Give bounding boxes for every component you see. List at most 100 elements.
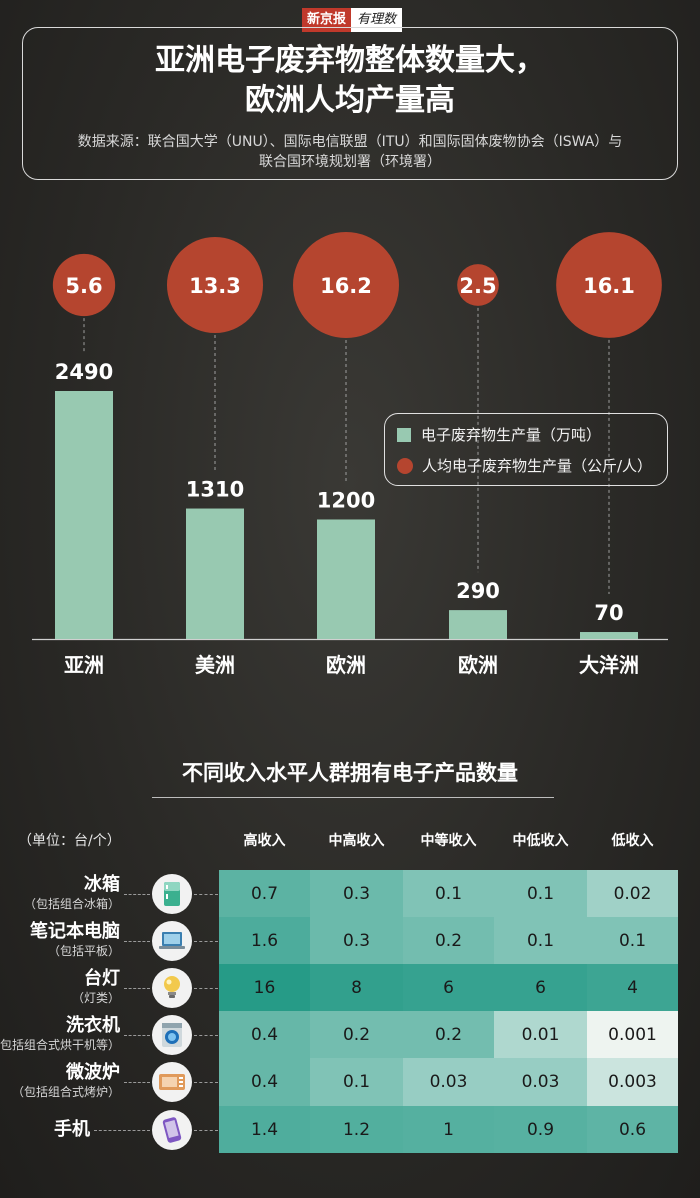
logo: 新京报 有理数	[302, 8, 403, 32]
table-cell: 1.6	[219, 917, 310, 964]
table-unit: （单位：台/个）	[18, 833, 121, 849]
row-leader-line	[124, 940, 150, 942]
row-label: 微波炉 （包括组合式烤炉）	[0, 1062, 120, 1100]
table-cell: 0.003	[587, 1058, 678, 1106]
per-capita-circle	[293, 232, 399, 338]
table-cell: 0.2	[403, 917, 494, 964]
bar-value-label: 70	[594, 601, 623, 625]
row-label-main: 台灯	[84, 967, 120, 989]
phone-icon	[152, 1109, 192, 1150]
table-cell: 0.3	[310, 917, 403, 964]
table-cell: 0.1	[494, 870, 587, 917]
per-capita-circle	[52, 253, 116, 317]
row-label: 冰箱 （包括组合冰箱）	[0, 874, 120, 912]
legend-label-bars: 电子废弃物生产量（万吨）	[421, 426, 602, 444]
row-label-sub: （灯类）	[71, 990, 120, 1005]
table-cell: 0.4	[219, 1011, 310, 1058]
bar	[580, 632, 638, 639]
circle-value-label: 16.1	[583, 274, 635, 298]
row-label-sub: （包括组合式烤炉）	[11, 1085, 120, 1099]
table-cell: 0.03	[403, 1058, 494, 1106]
table-cell: 4	[587, 964, 678, 1011]
row-leader-line	[194, 940, 218, 942]
table-title: 不同收入水平人群拥有电子产品数量	[182, 761, 518, 785]
row-leader-line	[124, 1082, 150, 1083]
microwave-icon	[152, 1062, 192, 1102]
table-cell: 1	[403, 1106, 494, 1153]
row-label-main: 手机	[54, 1118, 90, 1140]
table-cell: 0.001	[587, 1011, 678, 1058]
circle-value-label: 13.3	[189, 274, 241, 298]
column-header: 中高收入	[328, 833, 385, 849]
table-cell: 0.2	[310, 1011, 403, 1058]
bar-bubble-chart: 2490 5.6 亚洲 1310 13.3 美洲 1200 16.2 欧洲 290 2.5 欧洲 70 1…	[32, 232, 668, 677]
category-label: 大洋洲	[579, 653, 639, 677]
table-cell: 8	[310, 964, 403, 1011]
category-label: 亚洲	[64, 653, 104, 677]
source-line1: 数据来源：联合国大学（UNU）、国际电信联盟（ITU）和国际固体废物协会（ISW…	[77, 134, 623, 150]
table-cell: 0.6	[587, 1106, 678, 1153]
legend: 电子废弃物生产量（万吨） 人均电子废弃物生产量（公斤/人）	[384, 413, 668, 486]
row-label-sub: （包括组合冰箱）	[23, 896, 120, 911]
bar	[449, 610, 507, 639]
header-box: 亚洲电子废弃物整体数量大， 欧洲人均产量高 数据来源：联合国大学（UNU）、国际…	[22, 27, 678, 180]
table-cell: 0.02	[587, 870, 678, 917]
table-cell: 0.2	[403, 1011, 494, 1058]
per-capita-circle	[166, 236, 264, 334]
column-header: 低收入	[611, 833, 654, 849]
legend-label-circles: 人均电子废弃物生产量（公斤/人）	[422, 457, 653, 475]
table-cell: 16	[219, 964, 310, 1011]
category-label: 欧洲	[326, 653, 366, 677]
legend-swatch-circle	[397, 457, 413, 474]
table-cell: 0.1	[403, 870, 494, 917]
bar-value-label: 1310	[186, 478, 244, 502]
row-leader-line	[194, 987, 218, 989]
table-cell: 0.1	[587, 917, 678, 964]
washing-machine-icon	[152, 1014, 192, 1055]
circle-value-label: 2.5	[459, 274, 496, 298]
fridge-icon	[152, 873, 192, 914]
bar-value-label: 290	[456, 579, 500, 603]
table-cell: 6	[494, 964, 587, 1011]
source-line2: 联合国环境规划署（环境署）	[259, 154, 441, 170]
table-cell: 0.9	[494, 1106, 587, 1153]
row-label-sub: （包括组合式烘干机等）	[0, 1037, 120, 1052]
row-label: 台灯 （灯类）	[0, 968, 120, 1006]
bar	[186, 508, 244, 639]
row-label-main: 洗衣机	[66, 1014, 120, 1036]
column-header: 中等收入	[420, 833, 477, 849]
bar	[317, 519, 375, 639]
laptop-icon	[152, 920, 192, 961]
row-label-main: 微波炉	[66, 1062, 120, 1083]
table-cell: 0.01	[494, 1011, 587, 1058]
table-cell: 0.3	[310, 870, 403, 917]
row-label: 手机	[0, 1119, 90, 1141]
circle-value-label: 16.2	[320, 274, 372, 298]
column-header: 高收入	[243, 833, 286, 849]
table-title-underline	[152, 797, 554, 798]
bar	[55, 391, 113, 639]
row-label-sub: （包括平板）	[47, 943, 120, 958]
row-leader-line	[124, 1034, 150, 1036]
row-leader-line	[194, 1082, 218, 1083]
table-cell: 0.7	[219, 870, 310, 917]
row-leader-line	[94, 1129, 150, 1131]
lamp-icon	[152, 967, 192, 1008]
circle-value-label: 5.6	[65, 274, 102, 298]
logo-part1: 新京报	[302, 8, 352, 32]
bar-value-label: 1200	[317, 488, 375, 512]
table-cell: 1.4	[219, 1106, 310, 1153]
legend-item-circles: 人均电子废弃物生产量（公斤/人）	[397, 455, 652, 476]
row-leader-line	[194, 893, 218, 895]
row-leader-line	[194, 1034, 218, 1036]
legend-swatch-bar	[397, 427, 411, 442]
table-cell: 0.1	[310, 1058, 403, 1106]
title-line1: 亚洲电子废弃物整体数量大，	[155, 43, 545, 78]
row-label-main: 冰箱	[84, 873, 120, 895]
category-label: 欧洲	[458, 653, 498, 677]
column-header: 中低收入	[512, 833, 569, 849]
per-capita-circle	[556, 232, 662, 338]
table-cell: 0.03	[494, 1058, 587, 1106]
table-cell: 1.2	[310, 1106, 403, 1153]
per-capita-circle	[457, 264, 499, 306]
